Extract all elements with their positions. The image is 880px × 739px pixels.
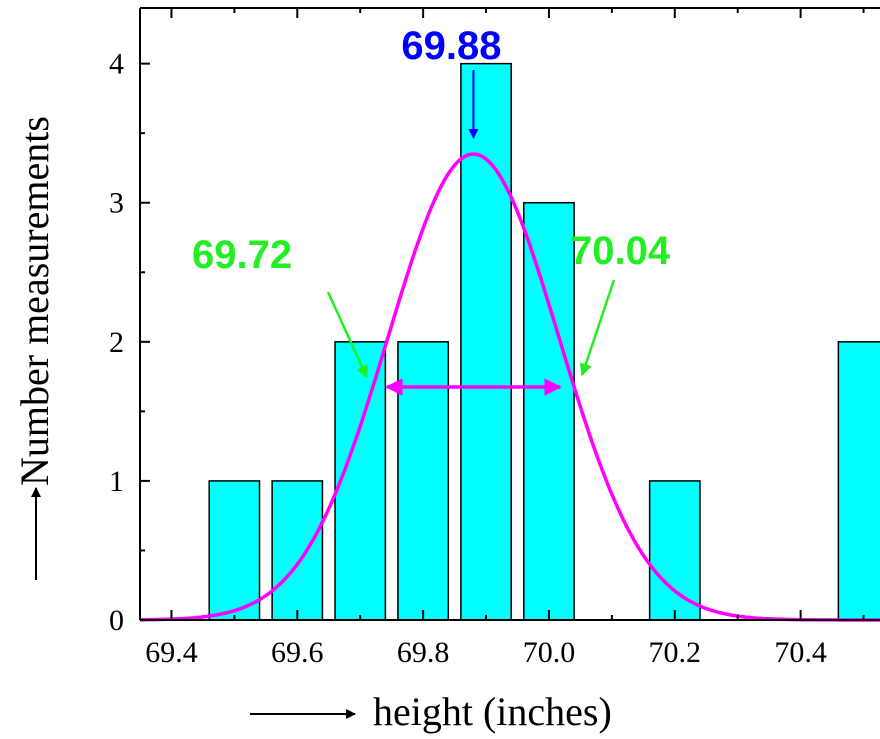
x-tick-label-1: 69.6 [271,636,324,669]
x-tick-label-0: 69.4 [145,636,198,669]
y-tick-label-4: 4 [109,48,124,81]
y-axis-label: Number measurements [12,116,57,486]
histogram-bar-4 [460,62,512,621]
gaussian-fit-curve [139,152,880,622]
x-tick-label-2: 69.8 [397,636,450,669]
x-tick-label-4: 70.2 [649,636,702,669]
x-tick-label-3: 70.0 [523,636,576,669]
histogram-bar-1 [271,480,324,621]
annotation-upper-half-label: 70.04 [570,229,671,273]
bars-layer [208,62,880,621]
y-tick-label-1: 1 [109,465,124,498]
histogram-bar-6 [648,480,701,621]
histogram-bar-0 [208,480,261,621]
axes-layer: 69.4 69.6 69.8 70.0 70.2 70.4 0 1 2 3 4 [31,7,880,719]
histogram-bar-2 [334,341,387,621]
y-tick-label-0: 0 [109,604,124,637]
x-axis-label: height (inches) [373,689,612,734]
y-tick-label-2: 2 [109,326,124,359]
histogram-bar-7 [837,341,880,621]
annotation-lower-half-arrow [326,291,368,379]
annotation-upper-half-arrow [579,279,616,377]
y-tick-label-3: 3 [109,187,124,220]
histogram-bar-3 [397,341,450,621]
annotation-peak-label: 69.88 [401,24,501,68]
curve-layer [139,152,880,622]
x-tick-label-5: 70.4 [774,636,827,669]
annotation-layer: 69.88 69.72 70.04 [192,24,671,379]
annotation-lower-half-label: 69.72 [192,233,292,277]
histogram-bar-5 [523,201,575,621]
